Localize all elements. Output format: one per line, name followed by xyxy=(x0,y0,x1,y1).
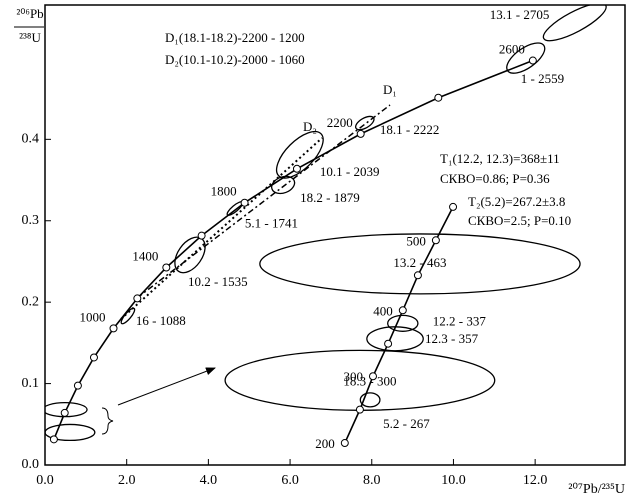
inset-arrow xyxy=(117,367,216,406)
concordia-point xyxy=(528,56,537,65)
y-tick-label: 0.2 xyxy=(22,294,40,309)
ellipse-label: 18.1 - 2222 xyxy=(380,122,440,137)
plot-area xyxy=(45,5,607,448)
x-tick-label: 0.0 xyxy=(36,473,54,488)
ellipse-label: 16 - 1088 xyxy=(136,313,186,328)
x-tick-label: 12.0 xyxy=(523,473,548,488)
annotation: СКВО=2.5; P=0.10 xyxy=(468,213,571,228)
concordia-point xyxy=(133,294,142,303)
concordia-line xyxy=(53,59,534,440)
error-ellipse xyxy=(542,5,607,42)
concordia-point xyxy=(240,198,249,207)
error-ellipse xyxy=(387,314,419,332)
concordia-point xyxy=(162,263,171,272)
annotation: D₁(18.1-18.2)-2200 - 1200 xyxy=(165,30,305,45)
concordia-age-label: 1400 xyxy=(132,248,158,263)
error-ellipse xyxy=(271,175,296,195)
inset-concordia-age-label: 400 xyxy=(373,303,393,318)
inset-concordia-point xyxy=(398,306,407,315)
x-label: ²⁰⁷Pb/²³⁵U xyxy=(568,482,625,497)
brace xyxy=(101,407,114,435)
concordia-point xyxy=(434,93,443,102)
x-tick-label: 2.0 xyxy=(118,473,136,488)
error-ellipse xyxy=(174,236,206,274)
ellipse-label: 18.2 - 1879 xyxy=(300,190,360,205)
annotation: T₂(5.2)=267.2±3.8 xyxy=(468,194,565,209)
concordia-age-label: 2200 xyxy=(327,115,353,130)
error-ellipse xyxy=(354,115,375,131)
inset-concordia-point xyxy=(368,372,377,381)
concordia-point xyxy=(356,129,365,138)
plot-frame xyxy=(44,4,626,466)
ellipse-label: 10.2 - 1535 xyxy=(188,274,248,289)
x-tick-label: 4.0 xyxy=(200,473,218,488)
ellipse-label: 5.1 - 1741 xyxy=(245,216,298,231)
y-label-numerator: ²⁰⁶Pb xyxy=(16,6,43,21)
concordia-point xyxy=(49,435,58,444)
concordia-point xyxy=(109,324,118,333)
inset-concordia-point xyxy=(340,439,349,448)
concordia-age-label: 1000 xyxy=(80,309,106,324)
annotation: D₂ xyxy=(303,119,317,134)
ellipse-label: 5.2 - 267 xyxy=(383,416,430,431)
inset-concordia-age-label: 200 xyxy=(315,436,335,451)
inset-concordia-point xyxy=(413,271,422,280)
inset-concordia-line xyxy=(344,206,454,444)
error-ellipse xyxy=(45,423,96,442)
concordia-point xyxy=(89,353,98,362)
inset-concordia-point xyxy=(355,405,364,414)
error-ellipse xyxy=(275,130,324,179)
ellipse-label: 13.2 - 463 xyxy=(393,255,446,270)
x-tick-label: 10.0 xyxy=(441,473,466,488)
concordia-age-label: 1800 xyxy=(211,184,237,199)
concordia-point xyxy=(197,231,206,240)
ellipse-label: 18.3 - 300 xyxy=(343,373,396,388)
ellipse-label: 13.1 - 2705 xyxy=(490,7,550,22)
ellipse-label: 1 - 2559 xyxy=(521,71,564,86)
concordia-point xyxy=(292,164,301,173)
inset-concordia-point xyxy=(431,236,440,245)
ellipse-label: 12.2 - 337 xyxy=(433,313,487,328)
inset-concordia-point xyxy=(449,202,458,211)
annotation: T₁(12.2, 12.3)=368±11 xyxy=(440,151,560,166)
discordia-d2 xyxy=(120,137,323,320)
y-label-denominator: ²³⁸U xyxy=(19,30,41,45)
annotation: D₂(10.1-10.2)-2000 - 1060 xyxy=(165,52,305,67)
x-tick-label: 8.0 xyxy=(363,473,381,488)
annotation: СКВО=0.86; P=0.36 xyxy=(440,171,550,186)
concordia-point xyxy=(73,381,82,390)
inset-concordia-age-label: 300 xyxy=(343,369,363,384)
annotation: D₁ xyxy=(383,82,397,97)
concordia-point xyxy=(60,408,69,417)
inset-concordia-point xyxy=(384,339,393,348)
error-ellipse xyxy=(259,233,581,295)
y-tick-label: 0.3 xyxy=(22,213,40,228)
x-tick-label: 6.0 xyxy=(281,473,299,488)
ellipse-label: 12.3 - 357 xyxy=(425,331,479,346)
concordia-age-label: 2600 xyxy=(499,42,525,57)
error-ellipse xyxy=(359,392,381,408)
y-tick-label: 0.4 xyxy=(22,132,40,147)
discordia-d1 xyxy=(136,104,391,299)
inset-concordia-age-label: 500 xyxy=(406,233,426,248)
ellipse-label: 10.1 - 2039 xyxy=(320,164,380,179)
y-tick-label: 0.1 xyxy=(22,376,40,391)
y-tick-label: 0.0 xyxy=(22,457,40,472)
